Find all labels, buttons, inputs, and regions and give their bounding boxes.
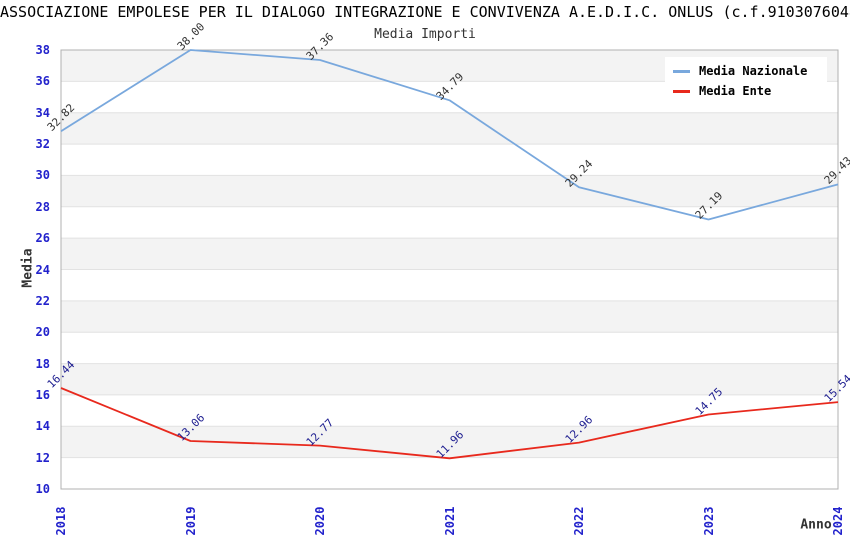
x-tick-label: 2024 (831, 506, 845, 536)
stripe-band (61, 112, 838, 145)
chart-title: ASSOCIAZIONE EMPOLESE PER IL DIALOGO INT… (0, 3, 850, 21)
y-tick-label: 38 (35, 43, 50, 57)
legend: Media Nazionale Media Ente (665, 57, 827, 107)
y-tick-label: 26 (35, 231, 50, 246)
y-tick-label: 22 (35, 293, 50, 308)
legend-item: Media Nazionale (673, 61, 821, 81)
y-tick-label: 14 (35, 419, 50, 434)
x-tick-label: 2019 (183, 506, 198, 536)
y-tick-label: 10 (35, 482, 50, 496)
stripe-band (61, 175, 838, 207)
x-tick-label: 2018 (54, 506, 68, 536)
stripe-band (61, 300, 838, 333)
stripe-band (61, 363, 838, 395)
stripe-band (61, 238, 838, 270)
legend-swatch-line (673, 69, 690, 73)
y-tick-label: 34 (35, 105, 50, 120)
y-tick-label: 30 (35, 168, 50, 183)
legend-label: Media Nazionale (699, 64, 808, 78)
x-tick-label: 2021 (442, 506, 457, 536)
y-tick-label: 20 (35, 325, 50, 340)
y-tick-label: 12 (35, 450, 50, 465)
legend-swatch-line (673, 89, 690, 93)
stripe-band (61, 426, 838, 458)
plot-border (60, 49, 839, 490)
x-axis-label: Anno (800, 517, 832, 533)
x-tick-label: 2022 (572, 506, 586, 536)
x-tick-label: 2023 (701, 506, 716, 536)
x-tick-label: 2020 (313, 506, 327, 536)
y-tick-label: 28 (35, 199, 50, 214)
series-line-media-ente (60, 387, 839, 460)
y-tick-label: 32 (35, 137, 50, 152)
y-tick-label: 18 (35, 356, 50, 371)
y-tick-label: 24 (35, 262, 50, 277)
chart-subtitle: Media Importi (374, 27, 476, 42)
legend-item: Media Ente (673, 81, 821, 101)
y-tick-label: 36 (35, 74, 50, 89)
y-tick-label: 16 (35, 387, 50, 402)
legend-label: Media Ente (699, 84, 772, 98)
series-line-media-nazionale (60, 49, 839, 221)
